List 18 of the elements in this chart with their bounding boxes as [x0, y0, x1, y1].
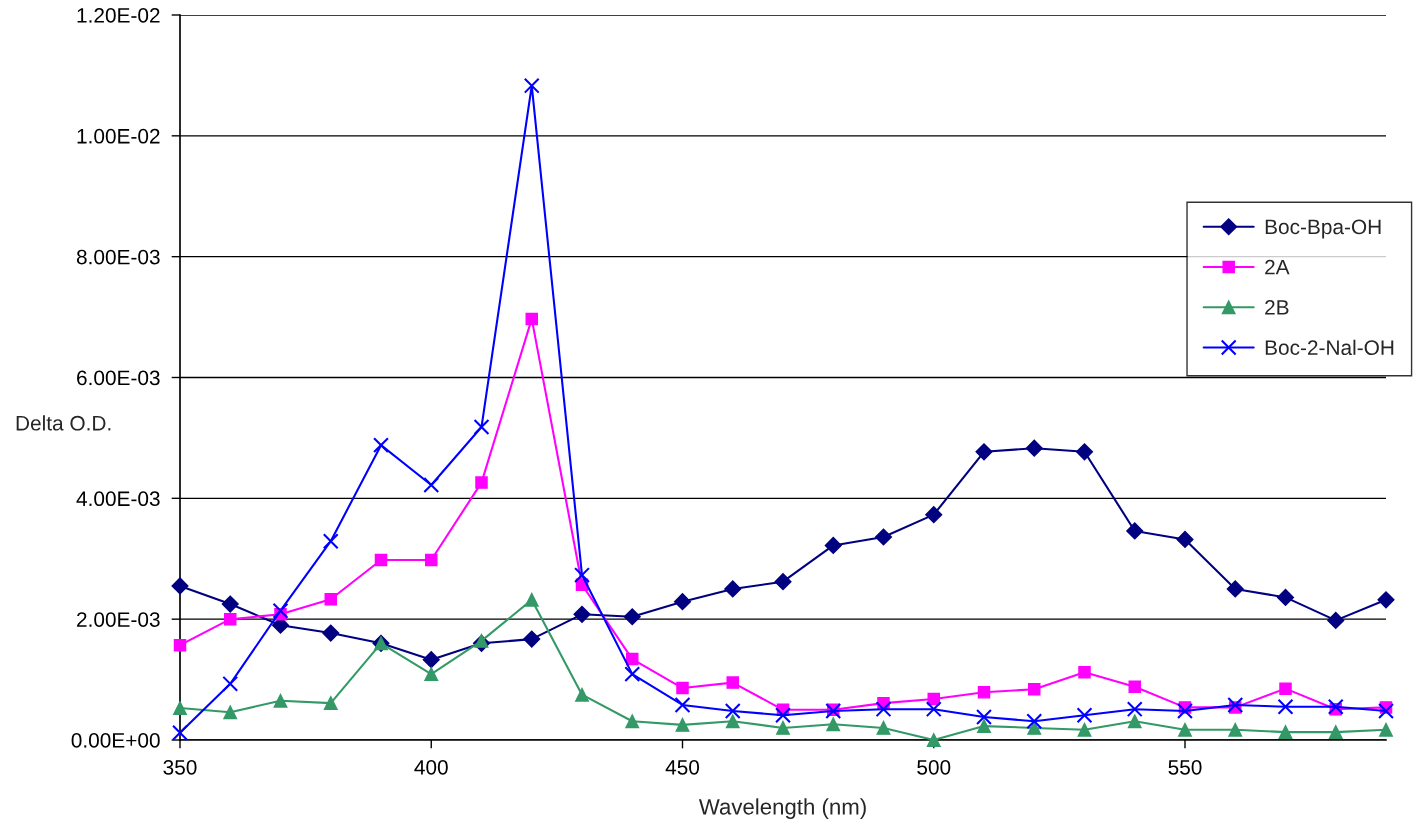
x-tick-label: 500	[917, 759, 951, 775]
x-tick-label: 400	[414, 759, 448, 775]
legend-label: 2B	[1265, 300, 1289, 315]
legend-label: 2A	[1265, 259, 1290, 275]
x-tick-label: 550	[1168, 759, 1202, 775]
x-tick-label: 450	[665, 759, 700, 775]
y-tick-label: 4.00E-03	[76, 491, 160, 507]
x-tick-label: 350	[163, 759, 197, 775]
y-tick-label: 2.00E-03	[77, 612, 160, 627]
y-axis-title: Delta O.D.	[16, 415, 111, 431]
y-tick-label: 8.00E-03	[76, 249, 160, 265]
y-tick-label: 6.00E-03	[77, 370, 160, 386]
x-axis-title: Wavelength (nm)	[698, 798, 866, 820]
legend-label: Boc-2-Nal-OH	[1265, 339, 1394, 356]
y-tick-label: 0.00E+00	[71, 733, 160, 748]
y-tick-label: 1.20E-02	[77, 8, 160, 23]
legend-label: Boc-Bpa-OH	[1265, 219, 1381, 239]
y-tick-label: 1.00E-02	[77, 128, 160, 144]
